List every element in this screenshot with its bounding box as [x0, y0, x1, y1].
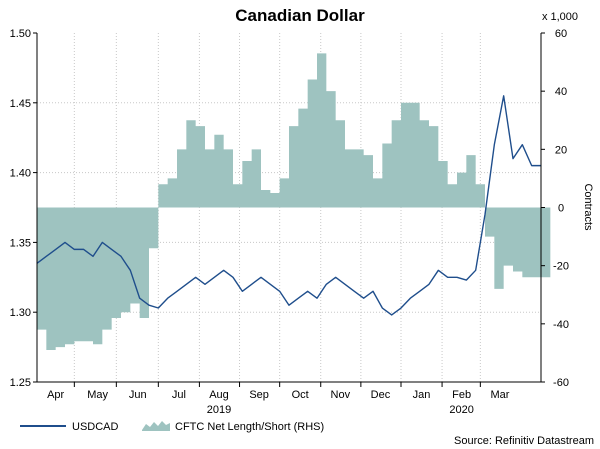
x-tick-label: Apr — [47, 389, 64, 401]
x-tick-label: Jun — [129, 389, 147, 401]
usdcad-line-group — [36, 95, 541, 316]
x-tick-label: Oct — [292, 389, 309, 401]
x-tick-label: Jan — [413, 389, 431, 401]
right-tick-label: 20 — [555, 144, 567, 156]
x-year-label: 2019 — [207, 404, 231, 416]
legend-cftc-label: CFTC Net Length/Short (RHS) — [175, 421, 324, 433]
right-axis-unit: x 1,000 — [542, 11, 578, 23]
legend-usdcad-label: USDCAD — [72, 421, 119, 433]
x-tick-label: Nov — [331, 389, 351, 401]
left-tick-label: 1.35 — [10, 237, 31, 249]
right-tick-label: -60 — [553, 377, 569, 389]
left-tick-label: 1.25 — [10, 377, 31, 389]
left-axis: 1.25 1.30 1.35 1.40 1.45 1.50 — [10, 28, 37, 389]
cftc-area-group — [37, 53, 551, 351]
x-tick-label: Dec — [371, 389, 391, 401]
right-tick-label: 60 — [555, 28, 567, 40]
right-axis: -60 -40 -20 0 20 40 60 — [541, 28, 569, 389]
left-tick-label: 1.30 — [10, 307, 31, 319]
x-tick-label: Jul — [172, 389, 186, 401]
x-tick-label: Sep — [249, 389, 269, 401]
source-note: Source: Refinitiv Datastream — [454, 435, 594, 447]
x-tick-label: Feb — [452, 389, 471, 401]
left-tick-label: 1.50 — [10, 28, 31, 40]
x-axis: Apr May Jun Jul Aug Sep Oct Nov Dec Jan Feb Mar 2019… — [47, 382, 510, 416]
x-tick-label: Mar — [490, 389, 509, 401]
x-tick-label: Aug — [209, 389, 229, 401]
right-tick-label: 40 — [555, 86, 567, 98]
right-axis-label: Contracts — [582, 183, 594, 231]
chart-title: Canadian Dollar — [235, 6, 365, 25]
right-tick-label: -20 — [553, 261, 569, 273]
left-tick-label: 1.40 — [10, 168, 31, 180]
x-tick-label: May — [87, 389, 108, 401]
left-tick-label: 1.45 — [10, 98, 31, 110]
x-year-label: 2020 — [449, 404, 473, 416]
legend-cftc-swatch — [142, 421, 170, 431]
right-tick-label: 0 — [558, 203, 564, 215]
right-tick-label: -40 — [553, 319, 569, 331]
cftc-area — [37, 53, 551, 351]
usdcad-line — [36, 95, 541, 316]
